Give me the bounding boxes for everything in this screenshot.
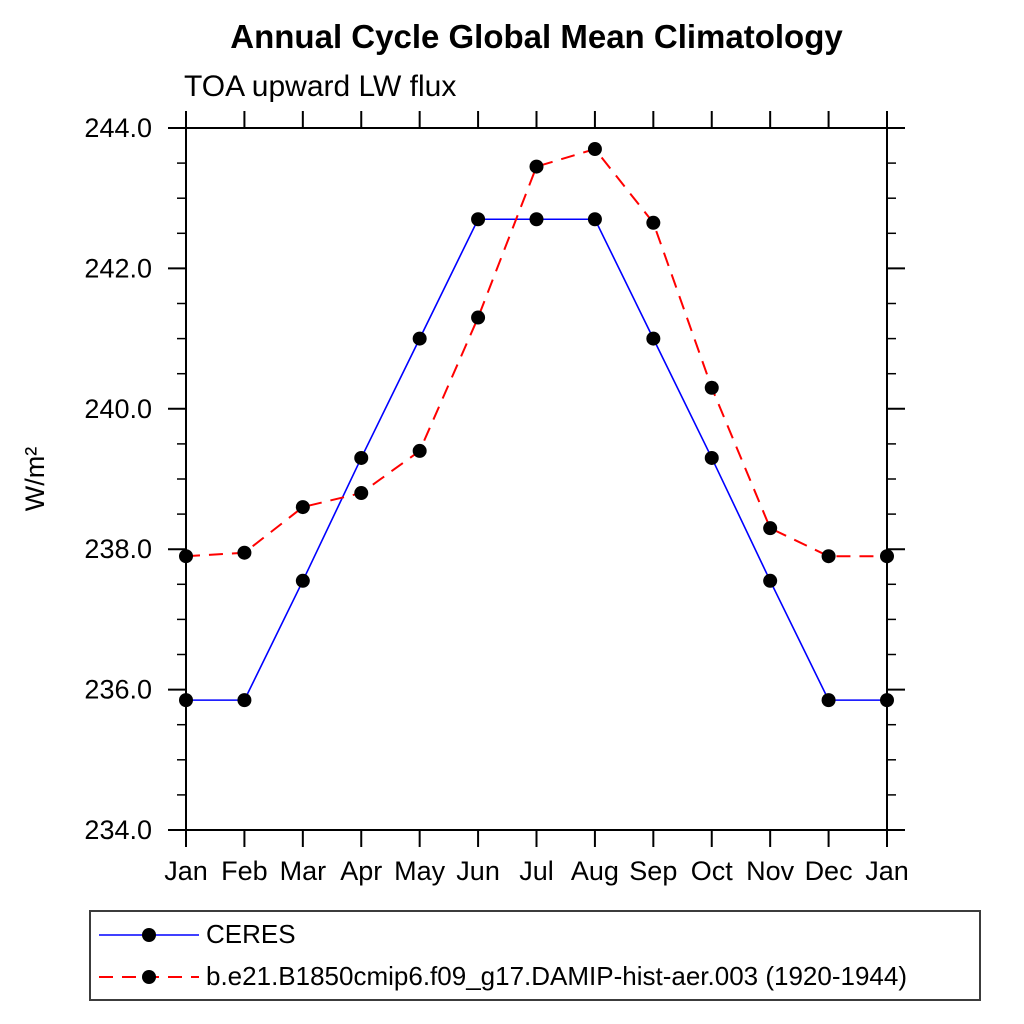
model-data-point-dec-11 bbox=[821, 549, 836, 564]
x-tick-label: Jun bbox=[456, 856, 500, 886]
ceres-data-point-apr-3 bbox=[354, 450, 369, 465]
model-data-point-jun-5 bbox=[471, 310, 486, 325]
model-data-point-jan-0 bbox=[179, 549, 193, 564]
annual-cycle-plot: Jan Feb Mar Apr May Jun Jul Aug Sep Oct Nov Dec Jan 2… bbox=[20, 111, 909, 886]
ceres-data-point-jun-5 bbox=[471, 212, 486, 227]
model-data-point-jan-12 bbox=[880, 549, 894, 564]
legend-row-ceres: CERES bbox=[91, 915, 979, 955]
ceres-data-point-jan-12 bbox=[880, 693, 894, 708]
ceres-line-sample bbox=[99, 927, 199, 942]
x-tick-label: Jan bbox=[164, 856, 208, 886]
y-tick-label: 234.0 bbox=[84, 815, 152, 845]
model-line-sample bbox=[99, 969, 199, 984]
model-data-point-nov-10 bbox=[763, 521, 778, 536]
ceres-data-point-sep-8 bbox=[646, 331, 661, 346]
x-tick-label: Feb bbox=[221, 856, 268, 886]
ceres-data-point-aug-7 bbox=[587, 212, 602, 227]
ceres-data-point-may-4 bbox=[412, 331, 427, 346]
model-data-point-feb-1 bbox=[237, 545, 252, 560]
chart-subtitle: TOA upward LW flux bbox=[184, 70, 457, 103]
x-tick-label: Aug bbox=[571, 856, 619, 886]
ceres-legend-marker bbox=[142, 927, 156, 942]
ceres-data-point-feb-1 bbox=[237, 693, 252, 708]
model-legend-marker bbox=[142, 969, 156, 984]
legend-row-model: b.e21.B1850cmip6.f09_g17.DAMIP-hist-aer.… bbox=[91, 957, 979, 997]
plot-border bbox=[185, 127, 888, 831]
model-data-point-jul-6 bbox=[529, 159, 544, 174]
x-tick-label: Jul bbox=[519, 856, 554, 886]
ceres-data-point-oct-9 bbox=[704, 450, 719, 465]
ceres-data-point-mar-2 bbox=[295, 573, 310, 588]
ceres-data-point-dec-11 bbox=[821, 693, 836, 708]
ceres-data-point-jan-0 bbox=[179, 693, 193, 708]
model-data-point-mar-2 bbox=[295, 500, 310, 515]
chart-title: Annual Cycle Global Mean Climatology bbox=[230, 18, 843, 55]
legend-label-model: b.e21.B1850cmip6.f09_g17.DAMIP-hist-aer.… bbox=[206, 961, 907, 991]
x-tick-label: Mar bbox=[280, 856, 327, 886]
y-axis-title: W/m² bbox=[20, 447, 50, 511]
model-series-line bbox=[185, 147, 887, 558]
x-tick-label: Oct bbox=[691, 856, 734, 886]
x-tick-label: Jan bbox=[865, 856, 909, 886]
legend-label-ceres: CERES bbox=[206, 919, 296, 949]
y-tick-label: 244.0 bbox=[84, 113, 152, 143]
y-tick-label: 240.0 bbox=[84, 394, 152, 424]
model-data-point-apr-3 bbox=[354, 486, 369, 501]
y-tick-label: 236.0 bbox=[84, 675, 152, 705]
model-data-point-aug-7 bbox=[587, 142, 602, 157]
ceres-series-line bbox=[186, 218, 887, 701]
model-data-point-sep-8 bbox=[646, 215, 661, 230]
ceres-data-point-jul-6 bbox=[529, 212, 544, 227]
model-data-point-may-4 bbox=[412, 443, 427, 458]
y-tick-label: 242.0 bbox=[84, 253, 152, 283]
x-tick-label: Sep bbox=[629, 856, 677, 886]
y-tick-label: 238.0 bbox=[84, 534, 152, 564]
ceres-data-point-nov-10 bbox=[763, 573, 778, 588]
x-tick-label: May bbox=[394, 856, 446, 886]
model-data-point-oct-9 bbox=[704, 380, 719, 395]
x-tick-label: Nov bbox=[746, 856, 795, 886]
x-tick-label: Dec bbox=[805, 856, 853, 886]
x-tick-label: Apr bbox=[340, 856, 382, 886]
legend-box: CERES b.e21.B1850cmip6.f09_g17.DAMIP-his… bbox=[89, 910, 981, 1001]
